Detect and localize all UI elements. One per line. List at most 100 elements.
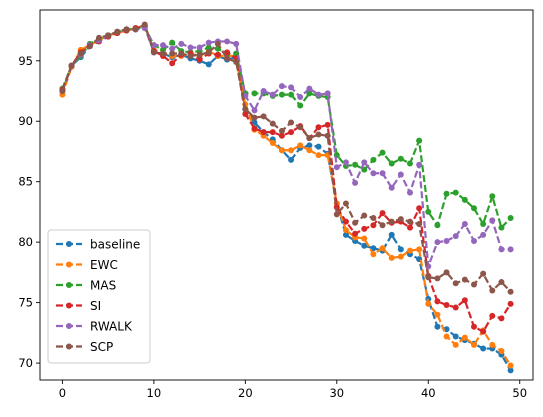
legend-label: SI	[90, 299, 101, 313]
data-point-scp	[352, 219, 359, 226]
data-point-baseline	[452, 333, 459, 340]
data-point-rwalk	[324, 90, 331, 97]
legend-marker-rwalk	[66, 323, 72, 329]
data-point-mas	[425, 208, 432, 215]
data-point-mas	[489, 193, 496, 200]
x-tick-label: 50	[512, 386, 527, 400]
series-layer	[59, 21, 514, 374]
data-point-scp	[507, 288, 514, 295]
data-point-scp	[96, 34, 102, 41]
data-point-ewc	[461, 334, 468, 341]
data-point-si	[416, 205, 423, 212]
data-point-scp	[416, 221, 423, 228]
data-point-rwalk	[406, 189, 413, 196]
data-point-scp	[86, 43, 93, 50]
data-point-rwalk	[205, 39, 212, 46]
data-point-rwalk	[160, 42, 167, 49]
y-tick-label: 70	[18, 356, 33, 370]
data-point-baseline	[251, 119, 258, 126]
data-point-scp	[77, 50, 84, 57]
data-point-scp	[315, 131, 322, 138]
data-point-scp	[242, 106, 249, 113]
data-point-ewc	[342, 227, 349, 234]
data-point-rwalk	[480, 231, 487, 238]
data-point-si	[507, 300, 514, 307]
data-point-ewc	[370, 251, 377, 258]
data-point-scp	[306, 135, 313, 142]
data-point-ewc	[297, 142, 304, 149]
data-point-mas	[379, 149, 386, 156]
data-point-scp	[278, 127, 285, 134]
data-point-si	[324, 121, 331, 128]
data-point-baseline	[306, 142, 313, 149]
data-point-si	[443, 302, 450, 309]
data-point-baseline	[397, 246, 404, 253]
data-point-mas	[416, 137, 423, 144]
data-point-si	[288, 129, 295, 136]
data-point-scp	[425, 274, 432, 281]
legend-label: EWC	[90, 258, 118, 272]
data-point-rwalk	[452, 233, 459, 240]
legend-marker-baseline	[66, 241, 72, 247]
data-point-scp	[461, 276, 468, 283]
data-point-rwalk	[251, 107, 258, 114]
data-point-si	[489, 312, 496, 319]
data-point-rwalk	[233, 40, 240, 47]
data-point-scp	[397, 216, 404, 223]
series-scp	[59, 21, 514, 295]
data-point-rwalk	[352, 179, 359, 186]
data-point-scp	[297, 124, 304, 131]
data-point-rwalk	[507, 246, 514, 253]
data-point-ewc	[443, 333, 450, 340]
data-point-rwalk	[397, 171, 404, 178]
legend-label: MAS	[90, 279, 116, 293]
data-point-mas	[205, 44, 212, 51]
data-point-rwalk	[306, 85, 313, 92]
data-point-scp	[150, 49, 157, 56]
data-point-scp	[233, 58, 240, 65]
data-point-si	[406, 224, 413, 231]
data-point-ewc	[269, 140, 276, 147]
data-point-baseline	[288, 156, 295, 163]
data-point-rwalk	[361, 159, 368, 166]
y-tick-label: 90	[18, 114, 33, 128]
data-point-scp	[196, 51, 203, 58]
data-point-mas	[434, 222, 441, 229]
y-tick-label: 80	[18, 235, 33, 249]
data-point-rwalk	[187, 44, 194, 51]
legend-marker-si	[66, 302, 72, 309]
data-point-mas	[278, 91, 285, 98]
data-point-scp	[205, 49, 212, 56]
data-point-mas	[406, 160, 413, 167]
data-point-scp	[452, 280, 459, 287]
data-point-rwalk	[443, 237, 450, 244]
x-tick-label: 0	[59, 386, 66, 400]
data-point-ewc	[471, 341, 477, 348]
legend-item-scp: SCP	[56, 340, 113, 354]
data-point-scp	[214, 40, 221, 47]
data-point-ewc	[406, 247, 413, 254]
data-point-rwalk	[498, 246, 505, 253]
data-point-si	[342, 218, 349, 225]
data-point-scp	[361, 212, 368, 219]
legend-marker-scp	[66, 343, 72, 350]
data-point-si	[169, 60, 176, 67]
data-point-rwalk	[315, 91, 322, 98]
data-point-scp	[379, 222, 386, 229]
data-point-baseline	[342, 231, 349, 238]
data-point-rwalk	[150, 42, 157, 49]
data-point-si	[315, 124, 322, 131]
data-point-scp	[68, 62, 75, 69]
data-point-ewc	[452, 341, 459, 348]
data-point-rwalk	[297, 94, 304, 101]
data-point-baseline	[434, 323, 441, 330]
data-point-mas	[288, 91, 295, 98]
data-point-si	[260, 129, 267, 136]
y-tick-label: 75	[18, 296, 33, 310]
data-point-mas	[306, 90, 313, 97]
legend: baseline EWC MAS SI RWALK SCP	[47, 229, 151, 364]
data-point-mas	[251, 90, 258, 97]
data-point-si	[471, 323, 477, 330]
data-point-ewc	[278, 147, 285, 154]
